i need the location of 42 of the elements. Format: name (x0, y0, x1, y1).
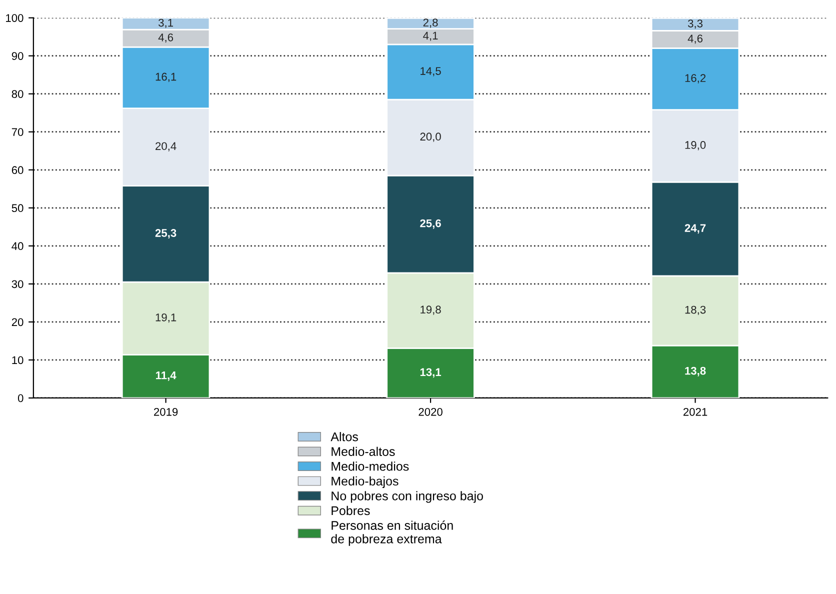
data-label: 14,5 (420, 67, 441, 76)
x-tick-label: 2020 (418, 408, 442, 416)
y-tick-label: 70 (12, 128, 24, 136)
data-label: 19,0 (685, 141, 706, 150)
y-tick-label: 50 (12, 204, 24, 212)
legend-label: Altos (330, 432, 358, 442)
data-label: 18,3 (685, 306, 706, 316)
y-tick-label: 100 (6, 14, 24, 22)
y-tick-label: 80 (12, 90, 24, 98)
x-tick-label: 2019 (154, 408, 178, 416)
data-label: 4,1 (423, 32, 438, 41)
data-label: 11,4 (156, 372, 176, 381)
legend-label: No pobres con ingreso bajo (332, 491, 483, 503)
y-tick-label: 0 (18, 394, 24, 402)
x-tick-label: 2021 (683, 408, 708, 416)
data-label: 16,1 (156, 72, 176, 82)
data-label: 4,6 (688, 34, 703, 44)
data-label: 16,2 (685, 74, 706, 84)
legend-label: Pobres (332, 506, 370, 516)
data-label: 3,1 (158, 18, 173, 28)
data-label: 20,4 (156, 142, 176, 152)
data-label: 13,8 (685, 366, 706, 376)
y-tick-label: 90 (12, 52, 24, 60)
legend-label: Personas en situación de pobreza extrema (331, 520, 453, 546)
data-label: 13,1 (420, 368, 442, 378)
data-label: 20,0 (420, 132, 441, 142)
legend-label: Medio-bajos (332, 476, 398, 488)
y-tick-label: 20 (12, 318, 24, 326)
data-label: 25,3 (155, 229, 176, 239)
y-tick-label: 60 (12, 166, 24, 174)
data-label: 19,8 (420, 306, 441, 315)
data-label: 3,3 (688, 20, 703, 29)
data-label: 24,7 (684, 224, 706, 234)
legend-label: Medio-altos (332, 446, 395, 456)
legend-label: Medio-medios (332, 462, 409, 471)
y-tick-label: 30 (12, 280, 24, 288)
data-label: 25,6 (420, 219, 441, 229)
y-tick-label: 10 (12, 356, 24, 364)
y-tick-label: 40 (12, 242, 24, 250)
data-label: 19,1 (156, 313, 176, 323)
data-label: 2,8 (423, 18, 438, 28)
data-label: 4,6 (158, 33, 174, 43)
